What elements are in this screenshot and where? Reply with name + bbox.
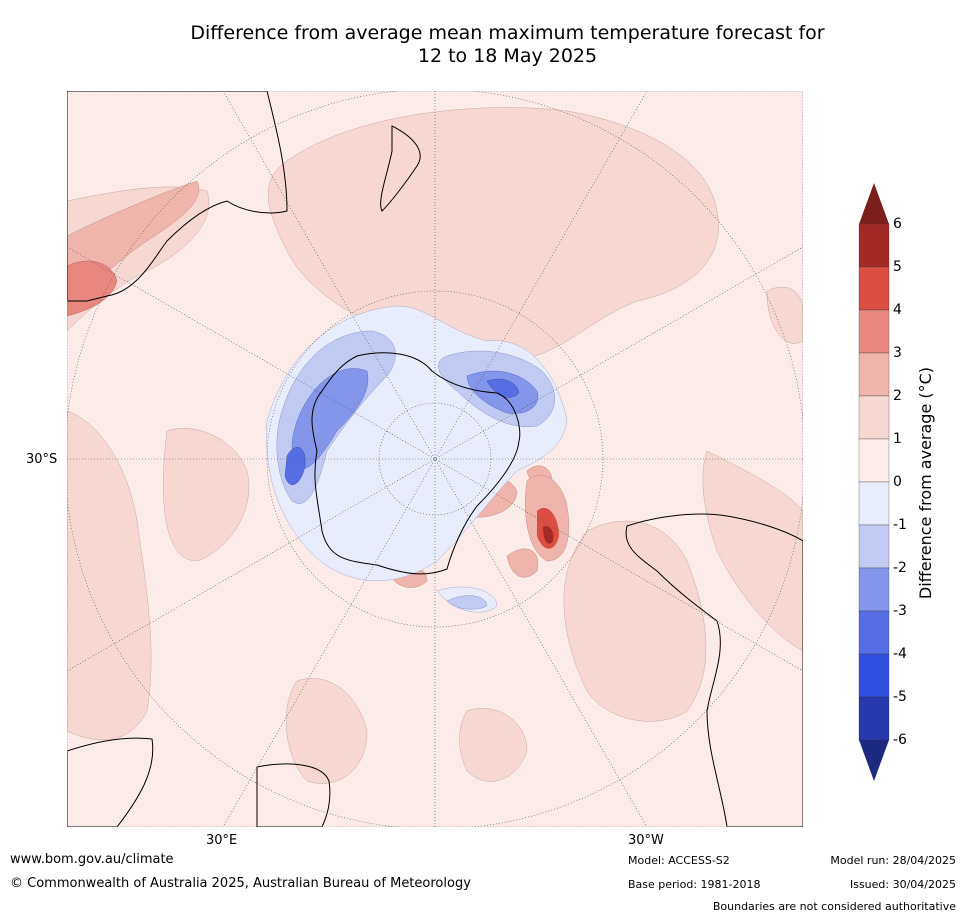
colorbar-label: Difference from average (°C) bbox=[916, 366, 935, 600]
colorbar-band bbox=[858, 438, 890, 483]
colorbar-band bbox=[858, 352, 890, 397]
colorbar-band bbox=[858, 266, 890, 311]
warm-anomaly-1-2 bbox=[67, 107, 803, 784]
antarctica-coastline bbox=[311, 352, 521, 575]
title-line-1: Difference from average mean maximum tem… bbox=[190, 22, 825, 44]
colorbar-tick-label: 0 bbox=[893, 474, 902, 490]
new-zealand-coastline bbox=[380, 125, 421, 212]
south-america-coastline bbox=[625, 513, 803, 827]
cool-anomaly-3-4 bbox=[284, 378, 520, 485]
colorbar-band bbox=[858, 610, 890, 655]
colorbar-band bbox=[858, 696, 890, 741]
lon-label-30e: 30°E bbox=[206, 833, 238, 848]
colorbar-band bbox=[858, 567, 890, 612]
colorbar-tick-label: 2 bbox=[893, 388, 902, 404]
boundary-disclaimer: Boundaries are not considered authoritat… bbox=[712, 900, 956, 913]
australia-coastline bbox=[67, 91, 288, 302]
graticule bbox=[67, 91, 803, 827]
copyright-text: © Commonwealth of Australia 2025, Austra… bbox=[10, 876, 471, 891]
africa-coastline bbox=[67, 737, 154, 827]
map-canvas bbox=[67, 91, 803, 827]
issued-date: Issued: 30/04/2025 bbox=[849, 878, 956, 891]
colorbar-tick-label: -6 bbox=[893, 732, 907, 748]
colorbar-tick-label: -2 bbox=[893, 560, 907, 576]
colorbar-graphic bbox=[858, 183, 890, 781]
warm-anomaly-3-4 bbox=[67, 260, 118, 317]
colorbar-tick-label: -4 bbox=[893, 646, 907, 662]
model-name: Model: ACCESS-S2 bbox=[628, 854, 730, 867]
warm-anomaly-peninsula bbox=[524, 474, 570, 562]
colorbar-extend-over bbox=[859, 183, 889, 224]
lat-label-30s: 30°S bbox=[26, 452, 58, 467]
colorbar-tick-label: 6 bbox=[893, 216, 902, 232]
temperature-anomaly-map bbox=[67, 91, 803, 827]
title-line-2: 12 to 18 May 2025 bbox=[417, 45, 598, 67]
colorbar-band bbox=[858, 524, 890, 569]
colorbar-tick-label: -5 bbox=[893, 689, 907, 705]
colorbar-band bbox=[858, 481, 890, 526]
lon-label-30w: 30°W bbox=[628, 833, 664, 848]
colorbar-tick-label: -1 bbox=[893, 517, 907, 533]
colorbar-band bbox=[858, 309, 890, 354]
colorbar-tick-label: 5 bbox=[893, 259, 902, 275]
colorbar-band bbox=[858, 223, 890, 268]
colorbar-band bbox=[858, 395, 890, 440]
colorbar bbox=[855, 180, 935, 785]
colorbar-tick-label: 4 bbox=[893, 302, 902, 318]
colorbar-extend-under bbox=[859, 740, 889, 781]
website-link[interactable]: www.bom.gov.au/climate bbox=[10, 852, 174, 867]
colorbar-tick-label: -3 bbox=[893, 603, 907, 619]
madagascar-coastline bbox=[256, 763, 331, 827]
colorbar-band bbox=[858, 653, 890, 698]
map-title: Difference from average mean maximum tem… bbox=[0, 22, 965, 68]
colorbar-tick-label: 3 bbox=[893, 345, 902, 361]
colorbar-tick-label: 1 bbox=[893, 431, 902, 447]
base-period: Base period: 1981-2018 bbox=[628, 878, 761, 891]
model-run: Model run: 28/04/2025 bbox=[830, 854, 956, 867]
